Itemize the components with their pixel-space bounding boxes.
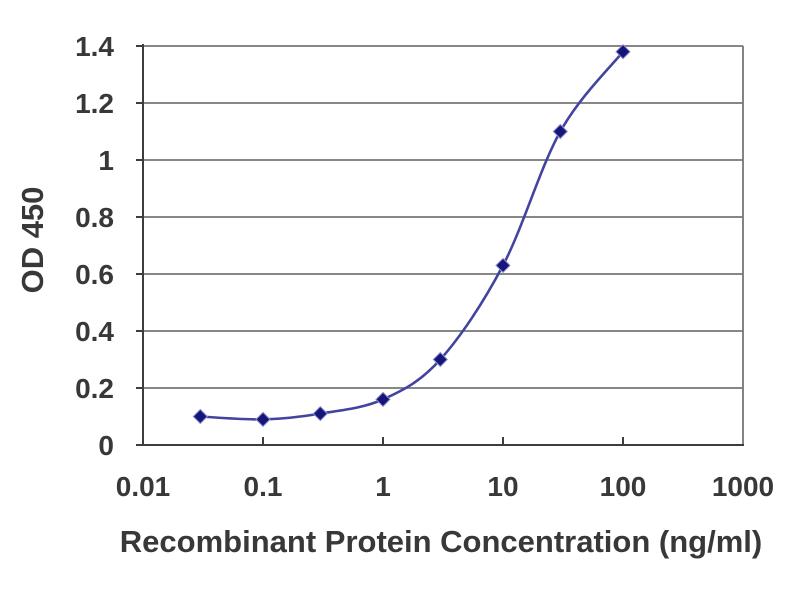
data-point-marker [552, 123, 569, 140]
data-point-marker [615, 43, 631, 60]
y-tick-label: 0 [98, 430, 114, 461]
data-point-marker [432, 351, 449, 368]
y-tick-label: 0.2 [75, 373, 114, 404]
x-tick-label: 1000 [712, 471, 774, 502]
data-point-marker [192, 408, 209, 425]
grid-layer [143, 45, 744, 445]
series-layer [192, 43, 631, 428]
y-tick-label: 0.8 [75, 202, 114, 233]
axis-layer [136, 44, 744, 446]
data-point-marker [375, 391, 391, 408]
x-tick-label: 100 [600, 471, 647, 502]
x-tick-label: 10 [487, 471, 518, 502]
y-tick-label: 1.2 [75, 88, 114, 119]
x-axis-title: Recombinant Protein Concentration (ng/ml… [120, 524, 762, 559]
y-tick-label: 1 [98, 145, 114, 176]
y-tick-label: 1.4 [75, 31, 114, 62]
data-point-marker [495, 257, 511, 274]
x-tick-label: 0.1 [244, 471, 283, 502]
data-point-marker [255, 411, 271, 428]
x-tick-label: 0.01 [116, 471, 171, 502]
data-point-marker [312, 405, 329, 422]
y-tick-label: 0.4 [75, 316, 114, 347]
y-tick-label: 0.6 [75, 259, 114, 290]
series-line [199, 50, 625, 421]
tick-label-layer: 0 0.2 0.4 0.6 0.8 1 1.2 1.4 0.01 0.1 1 10 100 1000 [75, 31, 774, 502]
x-tick-label: 1 [375, 471, 391, 502]
y-axis-title: OD 450 [15, 187, 50, 294]
